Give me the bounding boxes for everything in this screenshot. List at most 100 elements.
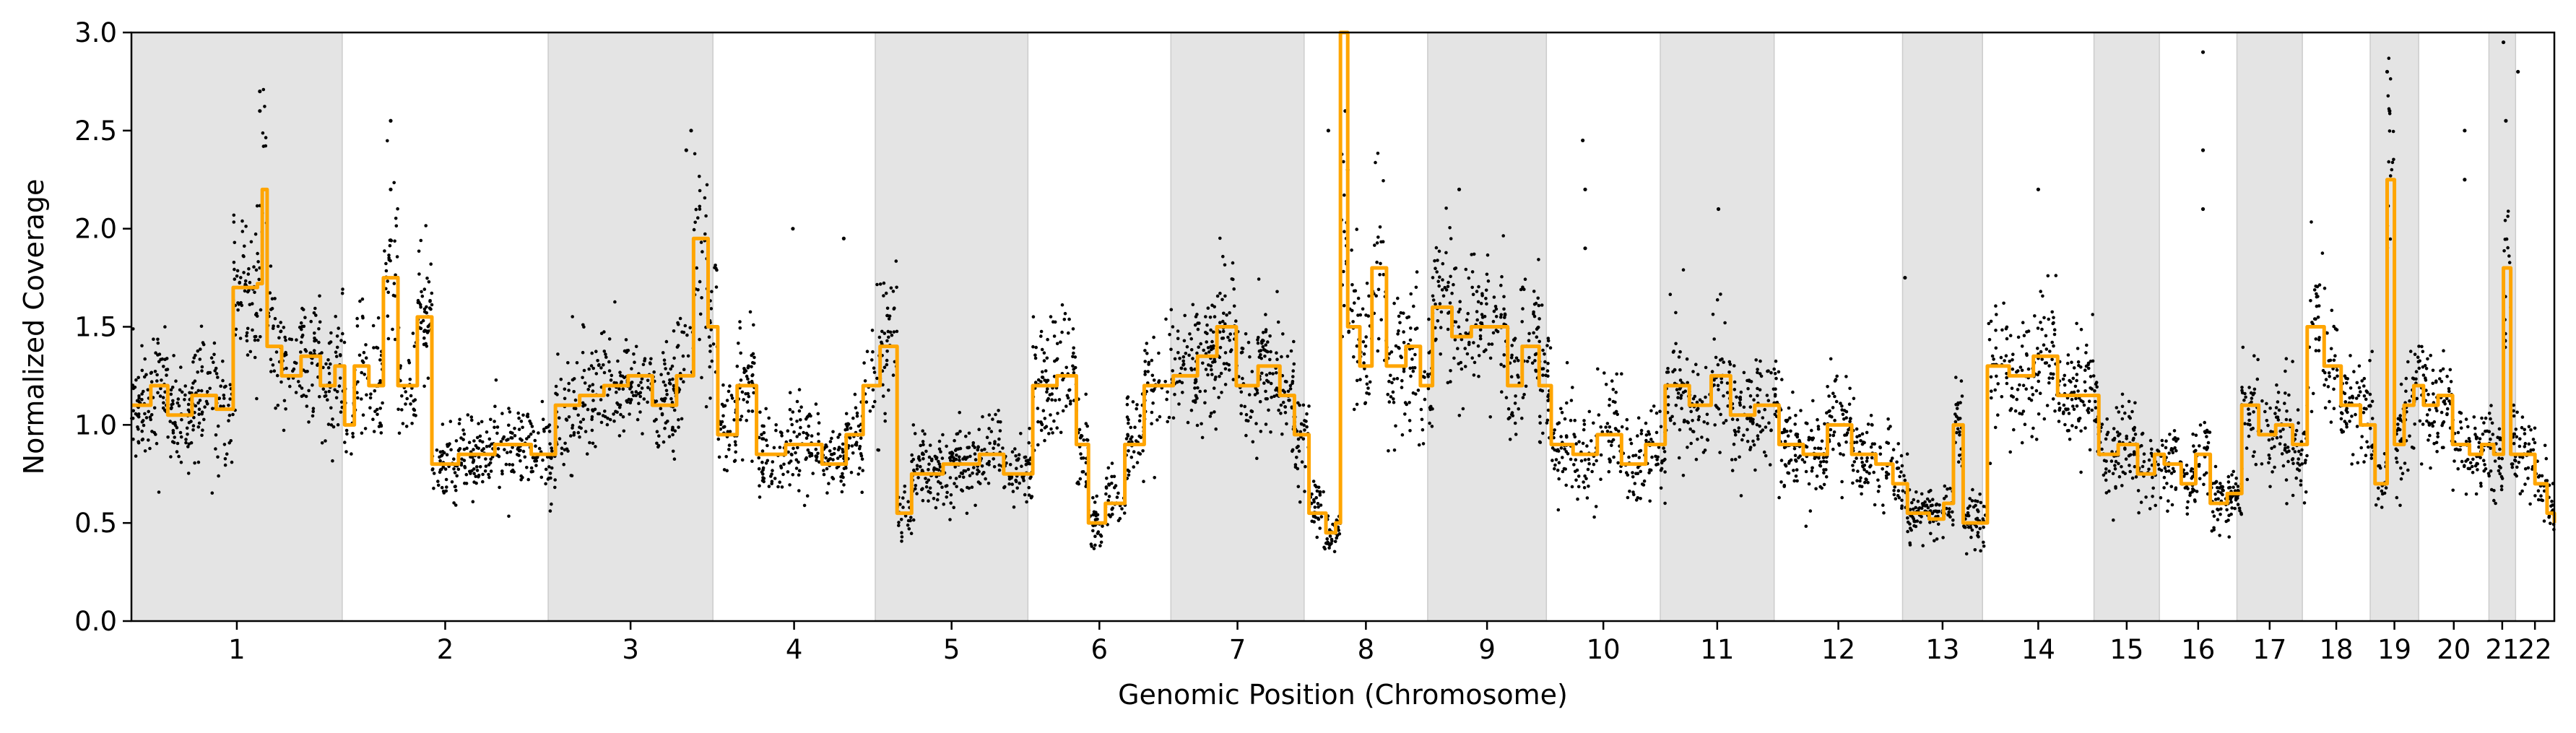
data-point <box>1510 411 1514 415</box>
data-point <box>2349 354 2352 357</box>
data-point <box>747 409 750 413</box>
data-point <box>1648 468 1652 472</box>
data-point <box>1355 227 1358 231</box>
data-point <box>760 460 764 464</box>
data-point <box>246 272 251 276</box>
data-point <box>966 467 971 472</box>
data-point <box>694 207 698 212</box>
data-point <box>928 443 932 447</box>
data-point <box>998 429 1002 433</box>
data-point <box>2005 381 2009 386</box>
data-point <box>1193 400 1197 404</box>
data-point <box>643 359 646 363</box>
data-point <box>933 454 937 459</box>
data-point <box>1405 316 1409 320</box>
data-point <box>133 386 137 389</box>
data-point <box>2083 380 2087 384</box>
data-point <box>2315 292 2318 296</box>
data-point <box>882 331 887 335</box>
data-point <box>1110 481 1114 485</box>
data-point <box>2267 454 2271 457</box>
data-point <box>1657 446 1661 449</box>
data-point <box>1194 378 1198 381</box>
data-point <box>357 353 362 357</box>
data-point <box>987 413 992 417</box>
data-point <box>1496 329 1500 334</box>
data-point <box>1522 393 1526 396</box>
data-point <box>2194 448 2198 453</box>
data-point <box>1829 428 1833 432</box>
data-point <box>831 452 834 456</box>
data-point <box>1777 370 1781 374</box>
data-point <box>1910 500 1914 505</box>
data-point <box>1355 344 1359 348</box>
data-point <box>617 434 622 438</box>
data-point <box>2037 370 2041 374</box>
data-point <box>1936 522 1940 526</box>
data-point <box>131 409 135 413</box>
data-point <box>2021 409 2026 413</box>
data-point <box>478 439 482 443</box>
data-point <box>630 390 634 394</box>
data-point <box>166 435 170 439</box>
data-point <box>1860 456 1864 460</box>
data-point <box>528 419 532 423</box>
data-point <box>1579 459 1584 463</box>
data-point <box>988 441 992 446</box>
data-point <box>1732 380 1737 384</box>
data-point <box>1852 460 1857 464</box>
data-point <box>1023 455 1028 459</box>
data-point <box>860 490 864 494</box>
data-point <box>1764 454 1768 458</box>
data-point <box>282 354 287 357</box>
data-point <box>1052 419 1056 423</box>
data-point <box>1535 326 1540 330</box>
data-point <box>836 456 840 460</box>
data-point <box>227 404 230 407</box>
data-point <box>911 518 916 522</box>
data-point <box>1696 438 1699 441</box>
data-point <box>504 462 508 467</box>
data-point <box>2332 358 2336 363</box>
data-point <box>350 452 353 456</box>
data-point <box>2120 417 2125 421</box>
data-point <box>1551 459 1554 462</box>
data-point <box>2105 417 2109 421</box>
data-point <box>1478 337 1483 341</box>
data-point <box>1840 408 1844 412</box>
data-point <box>2206 446 2209 450</box>
data-point <box>496 447 500 451</box>
data-point <box>1376 235 1380 239</box>
data-point <box>134 378 138 382</box>
data-point <box>430 303 434 307</box>
data-point <box>1129 455 1134 459</box>
data-point <box>186 433 189 436</box>
data-point <box>677 322 680 326</box>
data-point <box>1003 485 1007 489</box>
data-point <box>2512 409 2515 413</box>
data-point <box>493 404 497 408</box>
data-point <box>1574 478 1578 482</box>
data-point <box>1408 401 1411 404</box>
data-point <box>805 436 809 440</box>
data-point <box>285 366 288 370</box>
data-point <box>404 402 407 406</box>
data-point <box>517 416 521 420</box>
data-point <box>1704 395 1707 399</box>
data-point <box>1610 443 1613 448</box>
data-point <box>2523 482 2527 486</box>
data-point <box>567 389 571 392</box>
data-point <box>372 430 376 433</box>
data-point <box>1851 481 1855 485</box>
data-point <box>1049 427 1053 431</box>
data-point <box>2004 354 2008 358</box>
data-point <box>2067 412 2071 415</box>
data-point <box>1328 528 1332 532</box>
data-point <box>1221 319 1225 324</box>
data-point <box>2388 112 2392 116</box>
data-point <box>559 378 563 381</box>
data-point <box>2396 427 2401 430</box>
data-point <box>419 305 422 309</box>
data-point <box>428 306 432 310</box>
data-point <box>1084 392 1088 396</box>
